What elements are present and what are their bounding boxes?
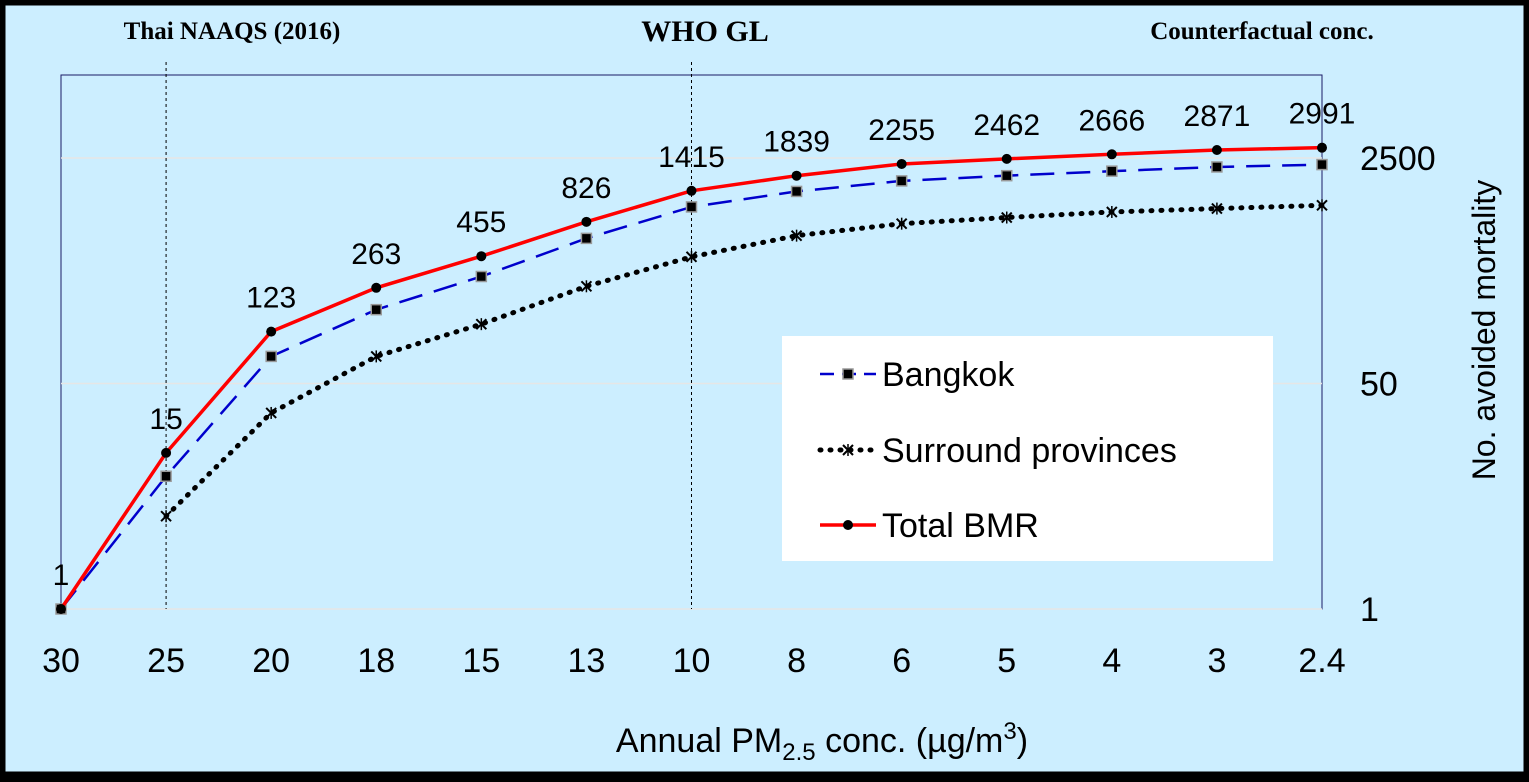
- series-2-point-11: [1211, 145, 1222, 156]
- data-label-2: 123: [246, 282, 296, 315]
- x-tick-label-4: 15: [462, 642, 500, 680]
- x-tick-label-7: 8: [787, 642, 806, 680]
- x-tick-label-5: 13: [568, 642, 606, 680]
- x-tick-label-12: 2.4: [1298, 642, 1345, 680]
- legend-swatch-marker-0: [842, 368, 854, 380]
- series-0-point-5: [580, 232, 593, 245]
- legend-label-surround: Surround provinces: [882, 432, 1177, 470]
- y-tick-label-50: 50: [1360, 366, 1398, 404]
- data-label-9: 2462: [973, 109, 1040, 142]
- series-1-point-5: [580, 280, 593, 293]
- x-tick-label-11: 3: [1207, 642, 1226, 680]
- y-tick-label-1: 1: [1360, 591, 1379, 629]
- series-2: [56, 142, 1327, 614]
- series-0-point-12: [1316, 158, 1328, 171]
- data-label-0: 1: [53, 559, 70, 592]
- series-1-point-8: [895, 217, 908, 230]
- data-label-1: 15: [149, 403, 182, 436]
- series-1: [160, 199, 1328, 523]
- data-label-5: 826: [561, 172, 611, 205]
- series-2-point-10: [1106, 149, 1117, 160]
- series-1-point-9: [1001, 211, 1013, 224]
- series-1-point-1: [160, 510, 172, 523]
- y-tick-label-2500: 2500: [1360, 140, 1436, 178]
- series-2-point-1: [161, 447, 172, 458]
- y-axis-label: No. avoided mortality: [1466, 180, 1502, 481]
- legend-swatch-marker-2: [843, 520, 853, 530]
- data-label-3: 263: [351, 238, 401, 271]
- series-2-point-9: [1001, 153, 1012, 164]
- series-1-point-7: [790, 229, 803, 242]
- data-label-12: 2991: [1289, 98, 1356, 131]
- series-2-point-2: [266, 326, 277, 337]
- x-axis-label-subscript: 2.5: [782, 739, 815, 766]
- series-0-point-10: [1106, 165, 1118, 177]
- series-2-point-8: [896, 158, 907, 169]
- data-label-7: 1839: [763, 126, 830, 159]
- series-line-1: [163, 202, 1325, 519]
- series-1-point-3: [370, 350, 382, 363]
- x-axis-label-main: Annual PM: [616, 722, 782, 760]
- series-1-point-10: [1106, 205, 1118, 218]
- x-axis-label-rest: conc. (µg/m: [816, 722, 1004, 760]
- x-axis-label-superscript: 3: [1003, 718, 1016, 745]
- series-1-point-11: [1211, 202, 1223, 215]
- series-2-point-6: [686, 185, 697, 196]
- series-2-point-4: [476, 251, 487, 262]
- series-0-point-11: [1211, 161, 1223, 173]
- x-tick-label-9: 5: [997, 642, 1016, 680]
- series-0-point-1: [160, 470, 172, 483]
- x-tick-label-2: 20: [252, 642, 290, 680]
- reference-label-thai-naaqs: Thai NAAQS (2016): [124, 18, 341, 45]
- x-tick-label-6: 10: [673, 642, 711, 680]
- legend-label-bangkok: Bangkok: [882, 356, 1015, 394]
- legend-swatch-marker-1: [842, 444, 854, 456]
- series-0-point-4: [475, 270, 488, 283]
- series-2-point-3: [371, 282, 382, 293]
- series-2-point-5: [581, 216, 592, 227]
- data-label-8: 2255: [868, 114, 935, 147]
- data-label-10: 2666: [1078, 104, 1145, 137]
- series-0-point-3: [370, 303, 382, 316]
- series-2-point-12: [1317, 142, 1327, 153]
- series-1-point-4: [475, 318, 488, 331]
- series-1-point-6: [685, 250, 698, 263]
- data-label-4: 455: [456, 206, 506, 239]
- legend-label-total: Total BMR: [882, 507, 1039, 545]
- series-0-point-6: [685, 201, 698, 213]
- series-0-point-7: [790, 185, 803, 198]
- series-0-point-9: [1001, 169, 1013, 182]
- series-0-point-2: [265, 350, 277, 363]
- data-label-6: 1415: [658, 141, 725, 174]
- series-2-point-0: [56, 604, 66, 614]
- x-tick-label-3: 18: [357, 642, 395, 680]
- reference-label-who-gl: WHO GL: [641, 15, 769, 48]
- legend: Bangkok Surround provinces Total BMR: [782, 336, 1273, 561]
- series-2-point-7: [791, 170, 802, 181]
- series-1-point-12: [1316, 199, 1328, 212]
- series-0-point-8: [895, 175, 908, 187]
- x-axis-label-end: ): [1017, 722, 1028, 760]
- x-axis-label: Annual PM2.5 conc. (µg/m3): [616, 718, 1028, 766]
- series-1-point-2: [265, 406, 277, 419]
- x-tick-label-10: 4: [1102, 642, 1121, 680]
- data-label-11: 2871: [1184, 100, 1251, 133]
- x-tick-label-0: 30: [42, 642, 80, 680]
- x-tick-label-1: 25: [147, 642, 185, 680]
- x-tick-label-8: 6: [892, 642, 911, 680]
- counterfactual-label: Counterfactual conc.: [1150, 18, 1374, 45]
